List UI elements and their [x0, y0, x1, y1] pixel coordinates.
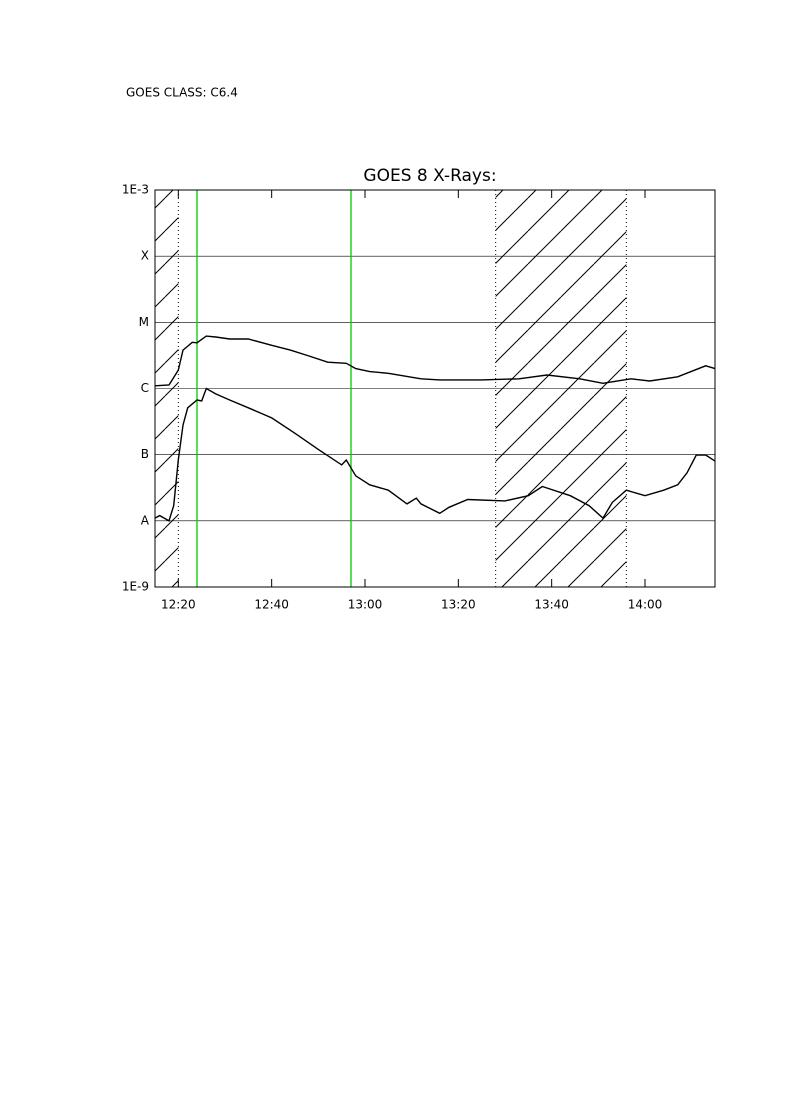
x-tick-label: 12:40	[254, 598, 289, 612]
goes-class: GOES CLASS: C6.4	[126, 86, 238, 100]
y-tick-label: C	[141, 381, 149, 395]
y-tick-label: X	[141, 249, 149, 263]
chart-title: GOES 8 X-Rays:	[363, 166, 496, 186]
plot-frame	[154, 189, 716, 588]
flux-line	[154, 387, 716, 522]
x-tick-label: 13:40	[534, 598, 569, 612]
y-tick-label: A	[141, 513, 150, 527]
y-tick-label: 1E-9	[122, 580, 149, 594]
x-tick-label: 14:00	[628, 598, 663, 612]
y-tick-label: 1E-3	[122, 183, 149, 197]
x-tick-label: 12:20	[161, 598, 196, 612]
y-tick-label: M	[139, 315, 149, 329]
x-tick-label: 13:20	[441, 598, 476, 612]
flux-line	[154, 335, 716, 387]
x-tick-label: 13:00	[348, 598, 383, 612]
y-tick-label: B	[141, 447, 149, 461]
